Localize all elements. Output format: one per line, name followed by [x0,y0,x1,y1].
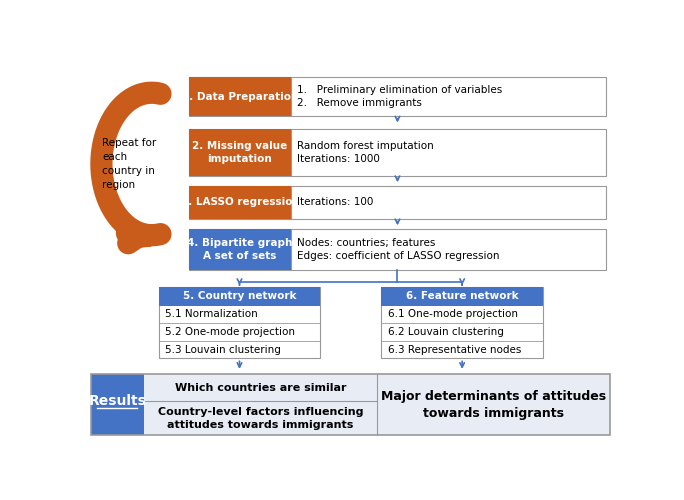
FancyBboxPatch shape [189,230,606,270]
FancyBboxPatch shape [189,186,606,218]
FancyBboxPatch shape [159,287,320,306]
FancyBboxPatch shape [144,374,610,436]
Text: Repeat for
each
country in
region: Repeat for each country in region [103,138,157,190]
FancyBboxPatch shape [91,374,144,436]
FancyBboxPatch shape [189,130,291,176]
Text: 5.1 Normalization: 5.1 Normalization [165,310,258,320]
Text: Iterations: 100: Iterations: 100 [298,198,374,207]
FancyBboxPatch shape [189,78,291,116]
FancyBboxPatch shape [189,130,606,176]
FancyBboxPatch shape [189,78,606,116]
Text: Nodes: countries; features
Edges: coefficient of LASSO regression: Nodes: countries; features Edges: coeffi… [298,238,500,261]
Text: 5. Country network: 5. Country network [183,292,296,302]
Text: Country-level factors influencing
attitudes towards immigrants: Country-level factors influencing attitu… [158,407,363,430]
Text: Which countries are similar: Which countries are similar [174,382,346,392]
FancyBboxPatch shape [381,287,543,358]
Text: 4. Bipartite graph
A set of sets: 4. Bipartite graph A set of sets [187,238,293,261]
Text: Random forest imputation
Iterations: 1000: Random forest imputation Iterations: 100… [298,141,434,164]
Text: Results: Results [88,394,146,408]
Text: Major determinants of attitudes
towards immigrants: Major determinants of attitudes towards … [381,390,606,420]
FancyBboxPatch shape [189,230,291,270]
Text: 6.1 One-mode projection: 6.1 One-mode projection [388,310,518,320]
Text: 6. Feature network: 6. Feature network [406,292,518,302]
Text: 2. Missing value
imputation: 2. Missing value imputation [192,141,287,164]
Text: 6.2 Louvain clustering: 6.2 Louvain clustering [388,327,503,337]
FancyBboxPatch shape [159,287,320,358]
Text: 5.3 Louvain clustering: 5.3 Louvain clustering [165,344,281,354]
Text: 1. Data Preparation: 1. Data Preparation [182,92,298,102]
FancyBboxPatch shape [381,287,543,306]
FancyBboxPatch shape [189,186,291,218]
Text: 5.2 One-mode projection: 5.2 One-mode projection [165,327,295,337]
Text: 6.3 Representative nodes: 6.3 Representative nodes [388,344,521,354]
Text: 1.   Preliminary elimination of variables
2.   Remove immigrants: 1. Preliminary elimination of variables … [298,85,503,108]
Text: 3. LASSO regression: 3. LASSO regression [181,198,300,207]
